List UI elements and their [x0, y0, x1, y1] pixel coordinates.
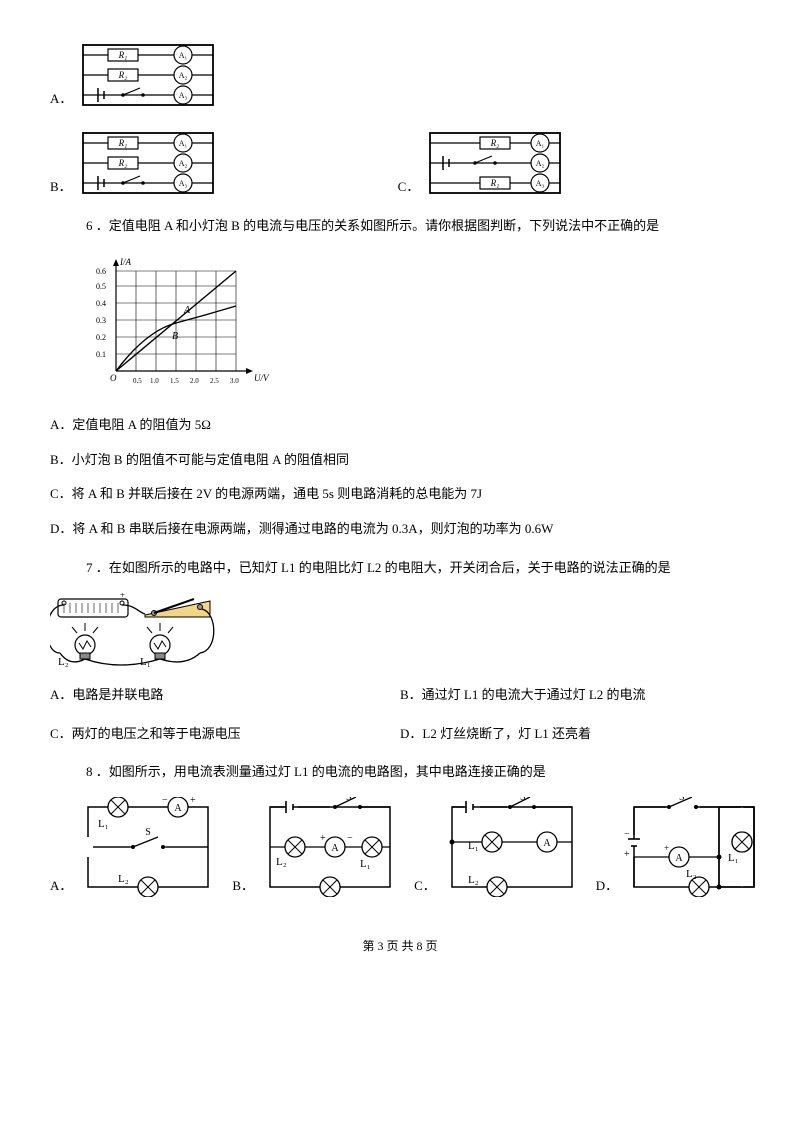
q6-text: 6 ．定值电阻 A 和小灯泡 B 的电流与电压的关系如图所示。请你根据图判断，下…	[86, 216, 750, 237]
svg-text:1.0: 1.0	[150, 377, 159, 385]
svg-text:S: S	[520, 797, 526, 803]
svg-text:A₃: A₃	[178, 179, 187, 188]
svg-text:0.5: 0.5	[133, 377, 142, 385]
q7-opt-d: D．L2 灯丝烧断了，灯 L1 还亮着	[400, 724, 750, 745]
svg-text:−: −	[347, 833, 353, 844]
q8-diagram-row: A． L₁ A − + S L₂ B．	[50, 797, 750, 897]
svg-text:0.3: 0.3	[96, 316, 106, 325]
svg-text:0.1: 0.1	[96, 350, 106, 359]
q5-option-a-row: A． R₁ A₁ R₂ A₂ A₃	[50, 40, 750, 110]
svg-text:I/A: I/A	[119, 257, 131, 267]
q8-label-c: C．	[414, 876, 436, 897]
q6-opt-b: B．小灯泡 B 的阻值不可能与定值电阻 A 的阻值相同	[50, 450, 750, 471]
svg-text:0.2: 0.2	[96, 333, 106, 342]
svg-text:A₁: A₁	[178, 139, 187, 148]
svg-text:2.0: 2.0	[190, 377, 199, 385]
svg-text:L₂: L₂	[468, 874, 479, 886]
q6-opt-d: D．将 A 和 B 串联后接在电源两端，测得通过电路的电流为 0.3A，则灯泡的…	[50, 519, 750, 540]
svg-text:R₂: R₂	[117, 158, 127, 168]
q7-opt-a: A．电路是并联电路	[50, 685, 400, 706]
q8-label-b: B．	[232, 876, 254, 897]
q8-circuit-c: S L₁ A L₂	[442, 797, 582, 897]
q5-label-a: A．	[50, 89, 72, 110]
svg-text:1.5: 1.5	[170, 377, 179, 385]
svg-text:+: +	[320, 833, 326, 844]
q7-options-row1: A．电路是并联电路 B．通过灯 L1 的电流大于通过灯 L2 的电流	[50, 685, 750, 706]
page-footer: 第 3 页 共 8 页	[50, 937, 750, 956]
q8-circuit-d: S L₁ − + A + L₂	[624, 797, 764, 897]
svg-text:3.0: 3.0	[230, 377, 239, 385]
q8-label-a: A．	[50, 876, 72, 897]
svg-text:+: +	[624, 849, 630, 860]
svg-text:A₂: A₂	[179, 71, 188, 80]
q5-circuit-c: R₂ A₁ A₂ R₁ A₃	[425, 128, 565, 198]
svg-text:A₂: A₂	[178, 159, 187, 168]
q8-label-d: D．	[596, 876, 618, 897]
svg-text:O: O	[110, 373, 117, 383]
svg-text:S: S	[146, 827, 152, 838]
q8-circuit-a: L₁ A − + S L₂	[78, 797, 218, 897]
svg-text:S: S	[346, 797, 352, 803]
svg-text:+: +	[664, 843, 669, 853]
svg-text:−: −	[624, 829, 630, 840]
svg-text:A: A	[676, 853, 684, 864]
svg-text:L₁: L₁	[360, 858, 371, 870]
q7-drawing: + L₂ L₁	[50, 593, 750, 673]
q8-circuit-b: S L₂ A + − L₁	[260, 797, 400, 897]
q6-iv-chart: A B I/A U/V O 0.1 0.2 0.3 0.4 0.5 0.6 0.…	[86, 251, 276, 401]
svg-text:U/V: U/V	[254, 373, 270, 383]
svg-text:+: +	[120, 593, 125, 600]
q7-options-row2: C．两灯的电压之和等于电源电压 D．L2 灯丝烧断了，灯 L1 还亮着	[50, 724, 750, 745]
svg-text:0.5: 0.5	[96, 282, 106, 291]
svg-text:L₂: L₂	[276, 856, 287, 868]
svg-text:2.5: 2.5	[210, 377, 219, 385]
svg-text:S: S	[679, 797, 685, 803]
q7-opt-c: C．两灯的电压之和等于电源电压	[50, 724, 400, 745]
q7-opt-b: B．通过灯 L1 的电流大于通过灯 L2 的电流	[400, 685, 750, 706]
svg-text:0.6: 0.6	[96, 267, 106, 276]
svg-text:A₃: A₃	[536, 179, 545, 188]
svg-text:A₃: A₃	[179, 91, 188, 100]
q5-circuit-b: R₁ A₁ R₂ A₂ A₃	[78, 128, 218, 198]
q7-bulb-l1	[147, 623, 173, 659]
svg-text:L₂: L₂	[686, 868, 697, 880]
svg-text:A₁: A₁	[536, 139, 545, 148]
svg-text:L₁: L₁	[728, 852, 739, 864]
q5-label-c: C．	[398, 177, 420, 198]
svg-text:L₂: L₂	[118, 873, 129, 885]
q5-label-b: B．	[50, 177, 72, 198]
q5-circuit-a: R₁ A₁ R₂ A₂ A₃	[78, 40, 218, 110]
q7-text: 7 ．在如图所示的电路中，已知灯 L1 的电阻比灯 L2 的电阻大，开关闭合后，…	[86, 558, 750, 579]
q8-text: 8 ．如图所示，用电流表测量通过灯 L1 的电流的电路图，其中电路连接正确的是	[86, 762, 750, 783]
q6-chart-wrap: A B I/A U/V O 0.1 0.2 0.3 0.4 0.5 0.6 0.…	[86, 251, 750, 401]
svg-text:R₂: R₂	[490, 138, 500, 148]
svg-text:+: +	[190, 797, 196, 806]
svg-text:−: −	[162, 797, 168, 806]
q7-bulb-l2	[72, 623, 98, 659]
q6-opt-a: A．定值电阻 A 的阻值为 5Ω	[50, 415, 750, 436]
svg-text:L₁: L₁	[98, 818, 109, 830]
svg-text:R₁: R₁	[490, 178, 500, 188]
svg-text:0.4: 0.4	[96, 299, 106, 308]
svg-text:A₁: A₁	[179, 51, 188, 60]
svg-text:R₁: R₁	[117, 138, 127, 148]
svg-text:A: A	[331, 843, 339, 854]
svg-text:A: A	[183, 305, 191, 316]
svg-text:B: B	[172, 331, 178, 342]
svg-text:A: A	[175, 803, 183, 814]
q6-opt-c: C．将 A 和 B 并联后接在 2V 的电源两端，通电 5s 则电路消耗的总电能…	[50, 484, 750, 505]
q5-option-bc-row: B． R₁ A₁ R₂ A₂ A₃ C．	[50, 128, 750, 198]
svg-text:L₁: L₁	[468, 840, 479, 852]
svg-text:R₁: R₁	[118, 50, 128, 60]
svg-text:R₂: R₂	[118, 70, 128, 80]
svg-text:A: A	[543, 838, 551, 849]
svg-text:A₂: A₂	[536, 159, 545, 168]
